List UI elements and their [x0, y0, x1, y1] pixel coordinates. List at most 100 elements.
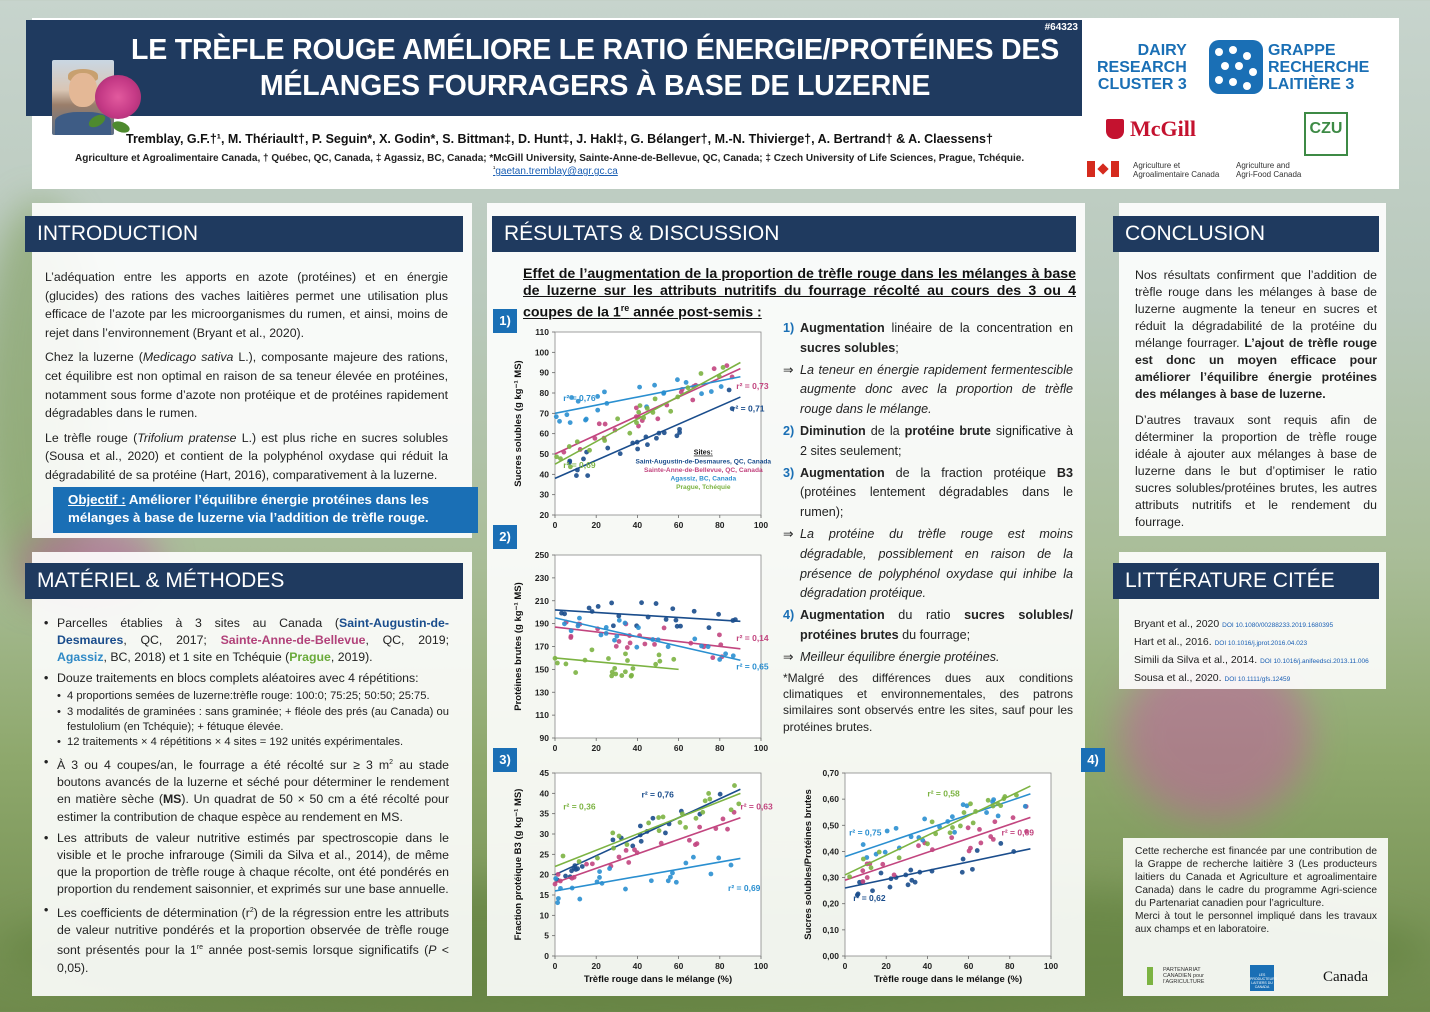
x-axis-label: Trèfle rouge dans le mélange (%) [584, 974, 732, 985]
data-point [717, 657, 723, 662]
r2-label: r² = 0,75 [849, 828, 882, 838]
data-point [671, 656, 677, 662]
data-point [706, 625, 712, 631]
data-point [576, 859, 582, 864]
y-tick-label: 0,50 [822, 820, 839, 830]
y-tick-label: 0,70 [822, 768, 839, 778]
data-point [597, 875, 602, 880]
x-tick-label: 0 [553, 520, 558, 530]
x-tick-label: 60 [674, 743, 684, 753]
plot-area [554, 772, 762, 957]
r2-label: r² = 0,76 [642, 789, 675, 799]
data-point [990, 836, 996, 842]
data-point [562, 621, 567, 627]
data-point [961, 810, 967, 815]
data-point [609, 669, 615, 675]
y-tick-label: 0,30 [822, 873, 839, 883]
dairy-farmers-logo: LES PRODUCTEURS LAITIERS DU CANADA [1250, 965, 1277, 991]
data-point [646, 820, 652, 826]
data-point [683, 824, 689, 830]
data-point [724, 363, 730, 369]
figure-badge-2: 2) [493, 525, 517, 549]
data-point [563, 661, 569, 667]
chart-fraction-b3: 0 5 10 15 20 25 30 35 40 45 0 20 40 60 80 100 Fraction p… [513, 768, 773, 985]
chart-proteines-brutes: 90 110 130 150 170 190 210 230 250 0 20 40 60 80 100 Pr… [513, 550, 769, 753]
literature-list: Bryant et al., 2020 DOI 10.1080/00288233… [1134, 616, 1384, 688]
data-point [645, 442, 650, 448]
data-point [616, 854, 622, 860]
data-point [860, 879, 866, 884]
data-point [720, 816, 726, 822]
regression-line [554, 609, 741, 623]
data-point [602, 421, 608, 427]
y-tick-label: 0,00 [822, 951, 839, 961]
doi-link[interactable]: DOI 10.1111/gfs.12459 [1224, 676, 1291, 683]
y-tick-label: 40 [540, 469, 550, 479]
data-point [978, 840, 984, 846]
result-arrow-item: La protéine du trèfle rouge est moins dé… [783, 525, 1073, 604]
data-point [613, 671, 619, 677]
data-point [650, 815, 656, 821]
data-point [668, 408, 674, 414]
y-tick-label: 10 [540, 910, 550, 920]
data-point [581, 456, 586, 462]
data-point [616, 613, 622, 619]
x-tick-label: 20 [591, 961, 601, 971]
y-tick-label: 250 [535, 550, 549, 560]
data-point [736, 801, 742, 807]
x-tick-label: 0 [553, 743, 558, 753]
doi-link[interactable]: DOI 10.1016/j.anifeedsci.2013.11.006 [1260, 658, 1369, 665]
y-tick-label: 110 [535, 710, 549, 720]
data-point [968, 801, 973, 807]
data-point [870, 888, 875, 894]
regression-line [554, 788, 741, 876]
data-point [984, 810, 989, 815]
data-point [860, 868, 866, 874]
data-point [970, 866, 975, 872]
x-tick-label: 0 [553, 961, 558, 971]
introduction-text: L’adéquation entre les apports en azote … [45, 270, 448, 482]
results-list: 1) Augmentation linéaire de la concentrat… [783, 319, 1073, 735]
data-point [592, 435, 598, 441]
data-point [702, 798, 708, 804]
data-point [905, 882, 911, 888]
conclusion-panel [1119, 203, 1386, 536]
aafc-logo-fr: Agriculture et Agroalimentaire Canada [1133, 161, 1220, 179]
x-tick-label: 80 [715, 743, 725, 753]
doi-link[interactable]: DOI 10.1080/00288233.2019.1680395 [1222, 622, 1334, 629]
data-point [606, 656, 611, 661]
legend-entry: Sainte-Anne-de-Bellevue, QC, Canada [644, 467, 763, 474]
data-point [728, 807, 734, 813]
data-point [602, 438, 608, 443]
y-axis-label: Sucres solubles (g kg⁻¹ MS) [513, 360, 524, 486]
plot-area [554, 331, 762, 516]
data-point [673, 879, 679, 885]
plot-area [844, 772, 1052, 957]
data-point [677, 820, 683, 825]
clover-flower-image [95, 75, 141, 119]
r2-label: r² = 0,69 [563, 460, 596, 470]
data-point [630, 843, 636, 849]
y-tick-label: 190 [535, 619, 549, 629]
y-tick-label: 150 [535, 664, 549, 674]
data-point [950, 825, 955, 830]
data-point [622, 669, 628, 675]
y-axis-label: Fraction protéique B3 (g kg⁻¹ MS) [513, 789, 524, 941]
data-point [959, 869, 965, 875]
data-point [614, 633, 620, 639]
email-link[interactable]: ¹gaetan.tremblay@agr.gc.ca [493, 166, 618, 177]
data-point [616, 833, 622, 839]
data-point [699, 643, 704, 649]
results-note: *Malgré des différences dues aux conditi… [783, 670, 1073, 734]
data-point [952, 829, 957, 835]
y-tick-label: 45 [540, 768, 550, 778]
data-point [700, 809, 706, 815]
data-point [970, 820, 976, 826]
data-point [891, 872, 897, 878]
dairy-research-cluster-logo: DAIRY RESEARCH CLUSTER 3 [1097, 42, 1187, 93]
y-tick-label: 0,60 [822, 794, 839, 804]
canada-wordmark: Canada [1323, 969, 1368, 985]
x-tick-label: 60 [964, 961, 974, 971]
legend-title: Sites: [694, 450, 713, 457]
doi-link[interactable]: DOI 10.1016/j.jprot.2016.04.023 [1214, 640, 1308, 647]
